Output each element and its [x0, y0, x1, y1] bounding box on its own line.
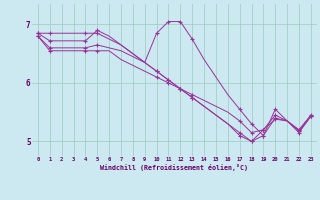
X-axis label: Windchill (Refroidissement éolien,°C): Windchill (Refroidissement éolien,°C): [100, 164, 248, 171]
